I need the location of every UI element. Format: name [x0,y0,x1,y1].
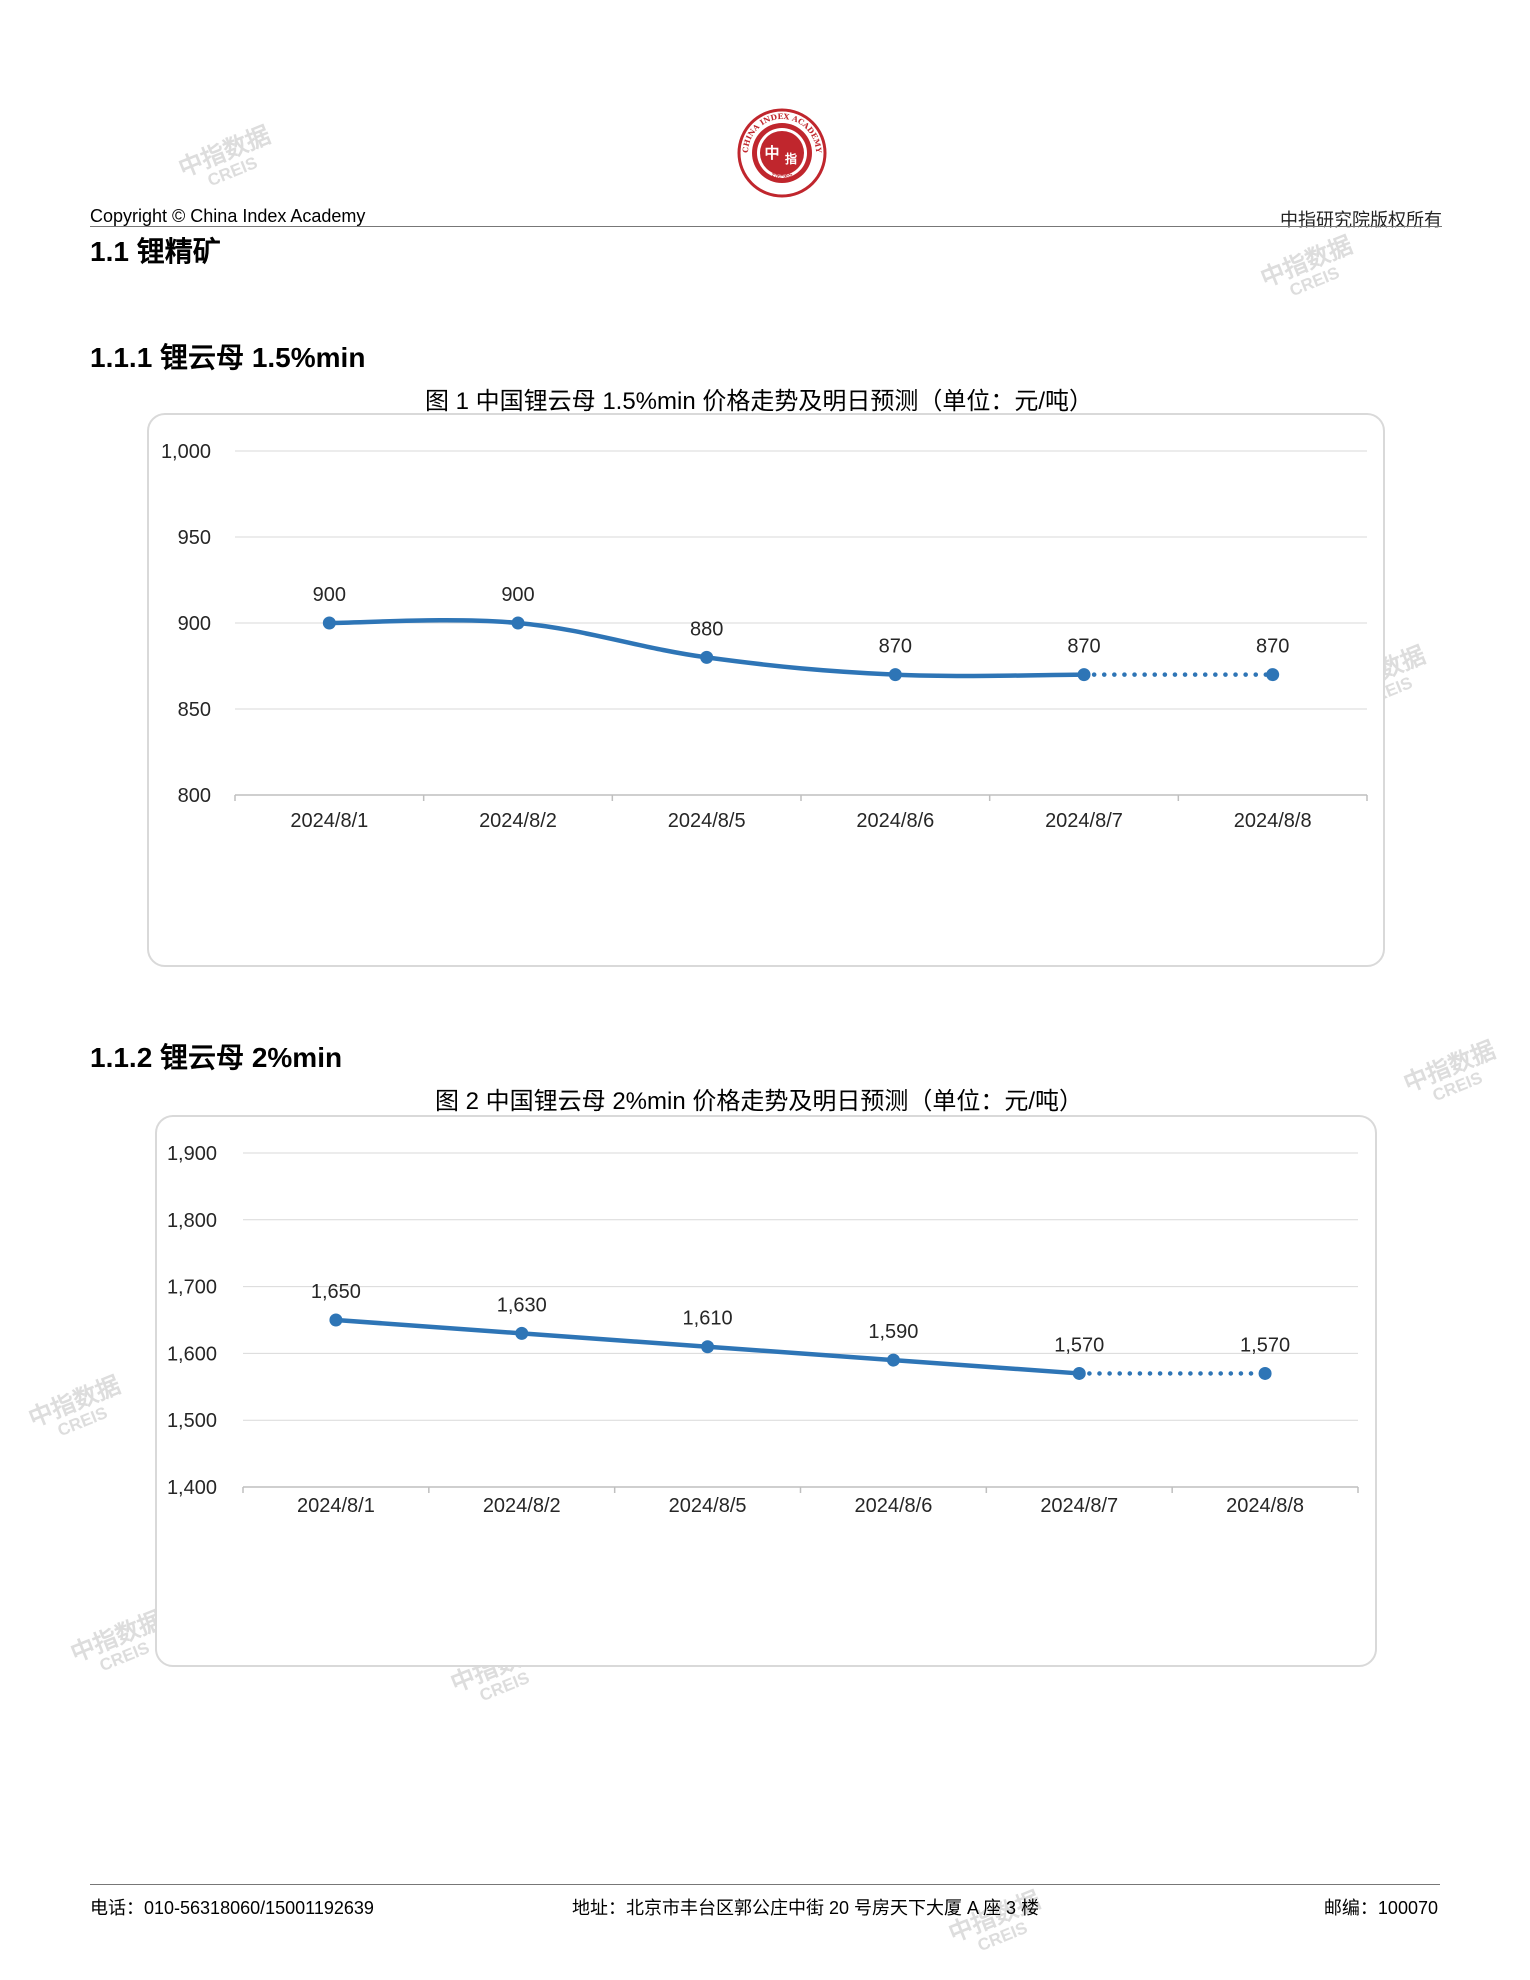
logo-glyph: 指 [785,151,797,166]
y-tick-label: 1,800 [167,1210,217,1232]
data-label: 870 [1256,636,1289,658]
chart-title-2: 图 2 中国锂云母 2%min 价格走势及明日预测（单位：元/吨） [434,1088,1084,1115]
data-point [329,1313,343,1327]
y-tick-label: 1,000 [161,441,211,463]
data-label: 1,590 [868,1321,918,1343]
logo-glyph: 中 [764,144,779,162]
x-tick-label: 2024/8/2 [483,1495,561,1517]
x-tick-label: 2024/8/8 [1226,1495,1304,1517]
y-tick-label: 850 [178,699,211,721]
chart-2: 1,400 1,500 1,600 1,700 1,800 1,900 2024/8/1 20… [155,1115,1377,1667]
data-point [1072,1366,1086,1380]
rights-text: 中指研究院版权所有 [1280,210,1442,231]
data-label: 1,570 [1054,1334,1104,1356]
data-point [322,616,336,630]
data-label: 870 [1067,636,1100,658]
x-tick-label: 2024/8/6 [854,1495,932,1517]
data-point [700,650,714,664]
x-tick-label: 2024/8/7 [1045,810,1123,832]
x-tick-label: 2024/8/8 [1234,810,1312,832]
data-label: 1,610 [683,1308,733,1330]
y-tick-label: 800 [178,785,211,807]
data-point [511,616,525,630]
y-tick-label: 1,500 [167,1410,217,1432]
header-divider [90,226,1442,227]
footer-divider [90,1884,1440,1885]
y-tick-label: 1,600 [167,1343,217,1365]
data-label: 1,650 [311,1281,361,1303]
x-tick-label: 2024/8/5 [669,1495,747,1517]
y-tick-label: 900 [178,613,211,635]
data-label: 1,570 [1240,1334,1290,1356]
subsection-title-2: 1.1.2 锂云母 2%min [90,1042,343,1073]
data-label: 870 [879,636,912,658]
copyright-text: Copyright © China Index Academy [90,206,366,226]
x-tick-label: 2024/8/2 [479,810,557,832]
y-tick-label: 1,700 [167,1277,217,1299]
subsection-title-1: 1.1.1 锂云母 1.5%min [90,342,366,373]
y-tick-label: 1,900 [167,1143,217,1165]
data-label: 1,630 [497,1294,547,1316]
section-title: 1.1 锂精矿 [90,236,221,267]
data-point [886,1353,900,1367]
chart-1: 800 850 900 950 1,000 2024/8/1 2024/8/2 2024/8/… [147,413,1385,967]
y-tick-label: 1,400 [167,1477,217,1499]
chart-1-plot: 800 850 900 950 1,000 2024/8/1 2024/8/2 2024/8/… [161,441,1368,832]
data-point [1266,668,1280,682]
x-tick-label: 2024/8/1 [297,1495,375,1517]
chart-2-plot: 1,400 1,500 1,600 1,700 1,800 1,900 2024/8/1 20… [167,1143,1359,1517]
data-point [701,1340,715,1354]
data-point [1258,1366,1272,1380]
x-tick-label: 2024/8/7 [1040,1495,1118,1517]
footer-postcode: 邮编：100070 [1323,1898,1438,1918]
data-label: 900 [313,584,346,606]
data-point [888,668,902,682]
y-tick-label: 950 [178,527,211,549]
data-point [1077,668,1091,682]
china-index-academy-logo: CHINA INDEX ACADEMY 研究院 中 指 [737,108,827,198]
x-tick-label: 2024/8/5 [668,810,746,832]
x-tick-label: 2024/8/1 [290,810,368,832]
footer-phone: 电话：010-56318060/15001192639 [90,1898,374,1918]
data-label: 880 [690,618,723,640]
x-tick-label: 2024/8/6 [856,810,934,832]
chart-title-1: 图 1 中国锂云母 1.5%min 价格走势及明日预测（单位：元/吨） [424,388,1094,415]
logo-ring-text: 研究院 [770,172,795,184]
data-label: 900 [501,584,534,606]
footer-address: 地址：北京市丰台区郭公庄中街 20 号房天下大厦 A 座 3 楼 [572,1898,1040,1918]
data-point [515,1326,529,1340]
